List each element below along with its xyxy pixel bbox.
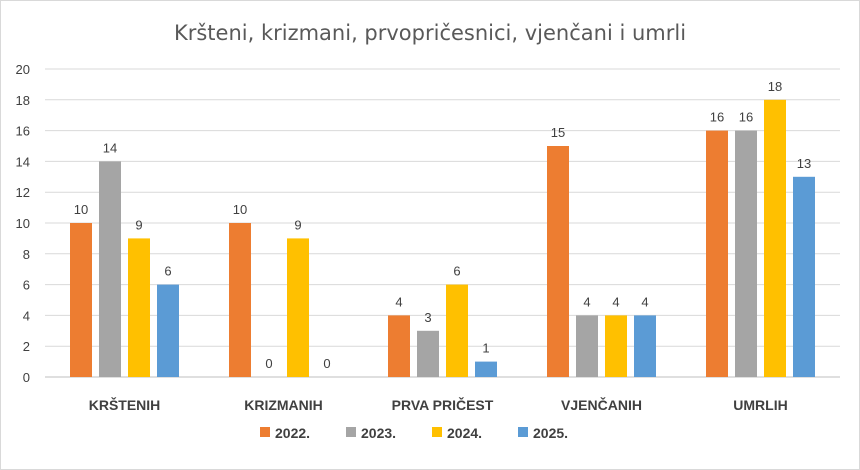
data-label: 10 — [74, 202, 88, 217]
data-label: 16 — [739, 110, 753, 125]
data-label: 10 — [233, 202, 247, 217]
bar — [764, 99, 786, 378]
y-tick-label: 12 — [16, 185, 30, 200]
y-tick-label: 14 — [16, 154, 30, 169]
bar — [576, 315, 598, 377]
bars — [70, 99, 815, 378]
data-label: 15 — [551, 125, 565, 140]
legend-swatch — [346, 427, 356, 437]
bar — [287, 238, 309, 377]
y-tick-label: 8 — [23, 247, 30, 262]
bar — [547, 146, 569, 377]
bar — [735, 130, 757, 377]
data-label: 6 — [453, 264, 460, 279]
bar — [70, 223, 92, 377]
data-label: 4 — [395, 294, 402, 309]
data-label: 4 — [583, 294, 590, 309]
category-label: KRŠTENIH — [89, 396, 161, 413]
legend-swatch — [260, 427, 270, 437]
legend: 2022. 2023. 2024. 2025. — [260, 425, 568, 441]
y-tick-label: 20 — [16, 62, 30, 77]
legend-label: 2022. — [275, 425, 310, 441]
legend-label: 2025. — [533, 425, 568, 441]
bar — [229, 223, 251, 377]
category-label: UMRLIH — [733, 397, 787, 413]
data-label: 4 — [612, 294, 619, 309]
bar — [99, 161, 121, 377]
bar — [417, 330, 439, 377]
bar — [706, 130, 728, 377]
data-label: 14 — [103, 140, 117, 155]
legend-label: 2023. — [361, 425, 396, 441]
y-tick-label: 4 — [23, 308, 30, 323]
category-label: VJENČANIH — [561, 396, 642, 413]
chart-title: Kršteni, krizmani, prvopričesnici, vjenč… — [174, 21, 686, 45]
y-tick-label: 16 — [16, 124, 30, 139]
category-label: PRVA PRIČEST — [392, 396, 494, 413]
legend-swatch — [432, 427, 442, 437]
legend-label: 2024. — [447, 425, 482, 441]
y-tick-label: 10 — [16, 216, 30, 231]
data-label: 1 — [482, 341, 489, 356]
bar — [605, 315, 627, 377]
bar — [475, 361, 497, 377]
y-tick-label: 6 — [23, 278, 30, 293]
data-label: 9 — [294, 217, 301, 232]
bar — [634, 315, 656, 377]
data-label: 4 — [641, 294, 648, 309]
data-label: 18 — [768, 79, 782, 94]
y-tick-label: 2 — [23, 339, 30, 354]
bar — [793, 176, 815, 377]
data-label: 0 — [265, 356, 272, 371]
x-axis-categories: KRŠTENIH KRIZMANIH PRVA PRIČEST VJENČANIH UM… — [89, 396, 788, 413]
legend-swatch — [518, 427, 528, 437]
data-labels: 10 14 9 6 10 0 9 0 4 3 6 1 15 4 4 4 16 16 18 13 — [74, 79, 811, 371]
data-label: 0 — [323, 356, 330, 371]
y-axis-ticks: 0 2 4 6 8 10 12 14 16 18 20 — [16, 62, 30, 385]
bar — [446, 284, 468, 377]
data-label: 6 — [164, 264, 171, 279]
data-label: 13 — [797, 156, 811, 171]
data-label: 16 — [710, 110, 724, 125]
bar — [157, 284, 179, 377]
category-label: KRIZMANIH — [244, 397, 323, 413]
bar — [388, 315, 410, 377]
data-label: 9 — [135, 217, 142, 232]
y-tick-label: 0 — [23, 370, 30, 385]
y-tick-label: 18 — [16, 93, 30, 108]
bar — [128, 238, 150, 377]
data-label: 3 — [424, 310, 431, 325]
